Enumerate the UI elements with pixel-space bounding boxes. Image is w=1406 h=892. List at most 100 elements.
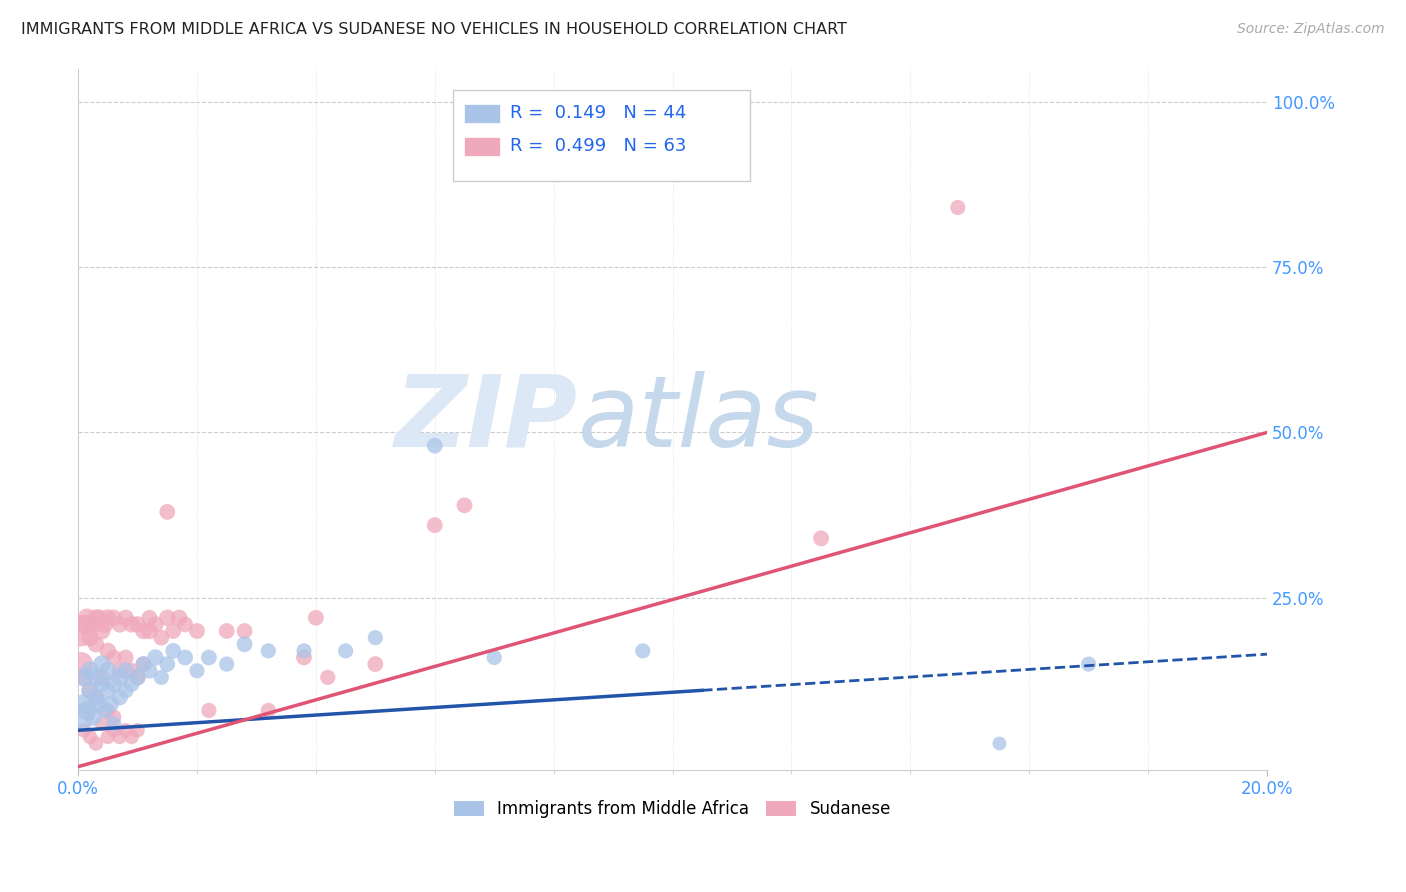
Point	[103, 716, 125, 731]
Point	[132, 657, 155, 672]
Legend: Immigrants from Middle Africa, Sudanese: Immigrants from Middle Africa, Sudanese	[447, 794, 897, 825]
Point	[127, 723, 149, 738]
Point	[364, 631, 387, 645]
Point	[121, 617, 143, 632]
Point	[84, 637, 107, 651]
Point	[84, 611, 107, 625]
Text: ZIP: ZIP	[395, 371, 578, 467]
Point	[156, 657, 179, 672]
Point	[114, 650, 136, 665]
Text: R =  0.149   N = 44: R = 0.149 N = 44	[509, 104, 686, 122]
Point	[162, 644, 184, 658]
Point	[69, 624, 91, 638]
Point	[233, 637, 256, 651]
Point	[482, 650, 505, 665]
Point	[114, 683, 136, 698]
Point	[127, 670, 149, 684]
Point	[84, 690, 107, 705]
Point	[167, 611, 190, 625]
Point	[94, 703, 117, 717]
Point	[335, 644, 357, 658]
Point	[79, 730, 101, 744]
Point	[198, 650, 221, 665]
Point	[174, 650, 197, 665]
Point	[97, 703, 120, 717]
FancyBboxPatch shape	[464, 136, 501, 156]
Point	[87, 697, 110, 711]
Point	[70, 657, 93, 672]
Point	[988, 737, 1011, 751]
Point	[90, 624, 112, 638]
Point	[292, 650, 315, 665]
Point	[114, 611, 136, 625]
Point	[97, 683, 120, 698]
Point	[97, 611, 120, 625]
Point	[76, 611, 98, 625]
Point	[103, 677, 125, 691]
Text: R =  0.499   N = 63: R = 0.499 N = 63	[509, 137, 686, 155]
Point	[84, 737, 107, 751]
Point	[150, 631, 173, 645]
Point	[423, 439, 446, 453]
Point	[156, 505, 179, 519]
Point	[257, 644, 280, 658]
Point	[138, 611, 160, 625]
Point	[292, 644, 315, 658]
Point	[103, 723, 125, 738]
Point	[946, 201, 969, 215]
Point	[215, 657, 238, 672]
Point	[79, 631, 101, 645]
Point	[73, 670, 96, 684]
Point	[114, 723, 136, 738]
Point	[108, 664, 131, 678]
Point	[305, 611, 328, 625]
Point	[423, 518, 446, 533]
Point	[90, 670, 112, 684]
Point	[108, 617, 131, 632]
Text: atlas: atlas	[578, 371, 820, 467]
Point	[73, 670, 96, 684]
Point	[84, 690, 107, 705]
Point	[233, 624, 256, 638]
Point	[453, 498, 475, 512]
Point	[76, 703, 98, 717]
Point	[73, 697, 96, 711]
Point	[73, 617, 96, 632]
Point	[138, 624, 160, 638]
Point	[114, 664, 136, 678]
Point	[97, 644, 120, 658]
Point	[138, 664, 160, 678]
Point	[150, 670, 173, 684]
Point	[132, 624, 155, 638]
Point	[94, 617, 117, 632]
FancyBboxPatch shape	[464, 103, 501, 123]
Point	[108, 670, 131, 684]
Point	[97, 730, 120, 744]
Point	[145, 650, 167, 665]
Point	[103, 650, 125, 665]
Text: Source: ZipAtlas.com: Source: ZipAtlas.com	[1237, 22, 1385, 37]
Point	[127, 670, 149, 684]
Point	[82, 710, 104, 724]
Point	[100, 697, 122, 711]
Point	[631, 644, 654, 658]
Point	[1077, 657, 1099, 672]
Point	[82, 617, 104, 632]
Text: IMMIGRANTS FROM MIDDLE AFRICA VS SUDANESE NO VEHICLES IN HOUSEHOLD CORRELATION C: IMMIGRANTS FROM MIDDLE AFRICA VS SUDANES…	[21, 22, 846, 37]
Point	[84, 670, 107, 684]
Point	[156, 611, 179, 625]
Point	[121, 677, 143, 691]
Point	[186, 664, 208, 678]
Point	[79, 683, 101, 698]
FancyBboxPatch shape	[453, 89, 749, 181]
Point	[132, 657, 155, 672]
Point	[145, 617, 167, 632]
Point	[90, 716, 112, 731]
Point	[127, 617, 149, 632]
Point	[810, 532, 832, 546]
Point	[198, 703, 221, 717]
Point	[73, 723, 96, 738]
Point	[103, 710, 125, 724]
Point	[108, 690, 131, 705]
Point	[215, 624, 238, 638]
